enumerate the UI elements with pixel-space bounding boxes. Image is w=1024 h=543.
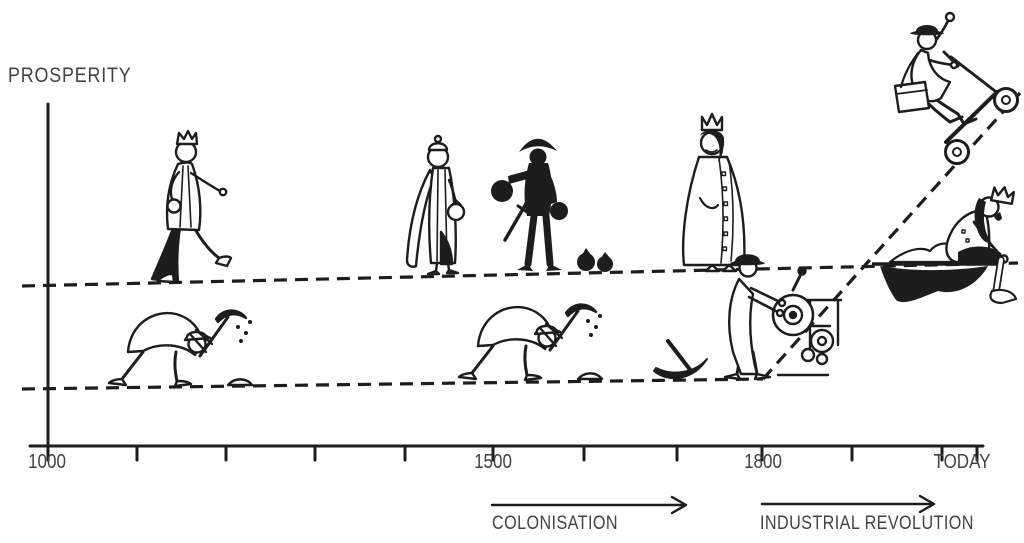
crown-icon [427, 142, 449, 152]
worker-machine-illustration [723, 254, 843, 381]
crown-icon [700, 112, 724, 132]
x-tick-label-today: TODAY [933, 451, 991, 473]
machine-frame [804, 298, 843, 360]
x-tick-label-1800: 1800 [744, 451, 782, 473]
king-robed-illustration [681, 112, 746, 273]
satchel-icon [893, 80, 931, 114]
lower-prosperity-line [21, 377, 764, 391]
colonisation-label: COLONISATION [492, 513, 618, 534]
era-arrows [490, 494, 936, 515]
prosperity-lines [21, 91, 1022, 391]
x-tick-label-1000: 1000 [28, 451, 66, 473]
industrial-revolution-arrow [760, 494, 936, 514]
gear-icon [815, 352, 829, 366]
arrow-head-icon [670, 495, 688, 515]
x-tick-label-1500: 1500 [474, 451, 512, 473]
king-sitting-illustration [872, 186, 1018, 305]
industrial-rise-line [761, 91, 1022, 381]
money-bag-icon [491, 180, 513, 202]
gear-icon [800, 347, 816, 363]
scooter-deck [944, 90, 999, 144]
colonist-silhouette-illustration [491, 138, 613, 272]
peasant-digging-2-illustration [457, 303, 604, 382]
axes [28, 102, 985, 462]
y-axis-label: PROSPERITY [8, 64, 132, 87]
scooter-rider-illustration [893, 11, 1019, 165]
hat-icon [910, 25, 944, 36]
colonisation-arrow [490, 495, 688, 515]
abandoned-pickaxe-illustration [653, 339, 708, 380]
money-bag-icon [550, 202, 568, 220]
peasant-digging-illustration [107, 309, 254, 388]
upper-prosperity-line [21, 261, 1019, 288]
king-standing-illustration [405, 134, 466, 276]
money-bag-icon [597, 256, 613, 272]
crown-icon [989, 186, 1016, 206]
king-walking-illustration [150, 129, 233, 284]
x-axis-ticks [135, 444, 979, 462]
arrow-head-icon [918, 494, 936, 514]
tricorne-hat-icon [519, 138, 557, 152]
money-bag-icon [577, 253, 595, 271]
hat-icon [730, 254, 765, 266]
crown-icon [175, 129, 199, 146]
sword-icon [503, 200, 529, 242]
industrial-revolution-label: INDUSTRIAL REVOLUTION [760, 513, 974, 534]
